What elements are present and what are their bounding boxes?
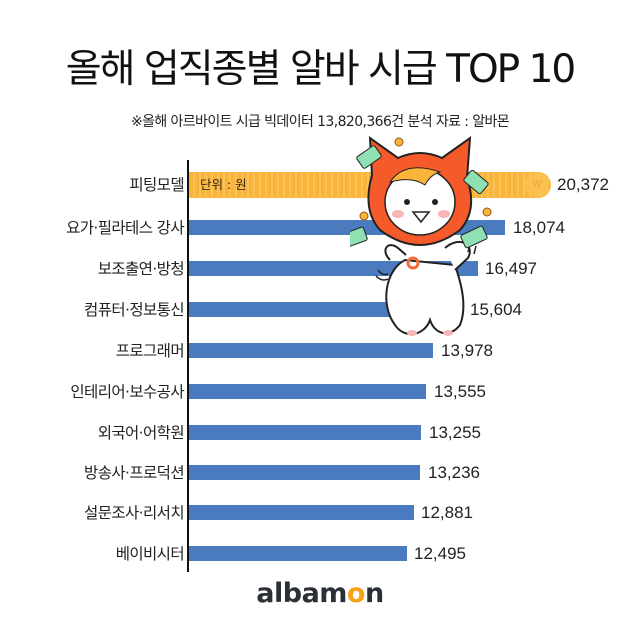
category-label: 피팅모델 xyxy=(129,176,184,194)
category-label: 베이비시터 xyxy=(115,545,185,563)
bar-row: 베이비시터 12,495 xyxy=(0,541,640,567)
category-label: 외국어·어학원 xyxy=(97,424,185,442)
bar-row: 인테리어·보수공사 13,555 xyxy=(0,379,640,405)
chart-subtitle: ※올해 아르바이트 시급 빅데이터 13,820,366건 분석 자료 : 알바… xyxy=(130,114,510,130)
value-label: 13,555 xyxy=(434,382,486,401)
category-label: 프로그래머 xyxy=(115,342,185,360)
bar-row: 방송사·프로덕션 13,236 xyxy=(0,460,640,486)
logo-text-prefix: albam xyxy=(256,578,347,609)
category-label: 인테리어·보수공사 xyxy=(70,383,184,401)
category-label: 보조출연·방청 xyxy=(97,260,185,278)
value-label: 13,978 xyxy=(441,341,493,360)
logo-text-suffix: n xyxy=(364,578,384,609)
bar-row: 설문조사·리서치 12,881 xyxy=(0,500,640,526)
bar xyxy=(189,384,426,399)
bar xyxy=(189,343,433,358)
chart-title: 올해 업직종별 알바 시급 TOP 10 xyxy=(65,47,576,92)
bar xyxy=(189,465,420,480)
bar xyxy=(189,546,407,561)
value-label: 16,497 xyxy=(485,259,537,278)
value-label: 12,881 xyxy=(421,503,473,522)
logo-o-mark: o xyxy=(346,578,366,609)
category-label: 요가·필라테스 강사 xyxy=(66,219,185,237)
bar xyxy=(189,220,505,235)
category-label: 컴퓨터·정보통신 xyxy=(84,301,185,319)
bar xyxy=(189,505,414,520)
bar-row: 프로그래머 13,978 xyxy=(0,338,640,364)
bar-row: 피팅모델 단위 : 원 W 20,372 xyxy=(0,172,640,198)
coin-icon: W xyxy=(525,173,549,197)
value-label: 13,236 xyxy=(428,463,480,482)
bar-row: 보조출연·방청 16,497 xyxy=(0,256,640,282)
bar-row: 외국어·어학원 13,255 xyxy=(0,420,640,446)
albamon-logo: albamon xyxy=(0,578,640,609)
category-label: 설문조사·리서치 xyxy=(84,504,185,522)
value-label: 18,074 xyxy=(513,218,565,237)
bar-row: 컴퓨터·정보통신 15,604 xyxy=(0,297,640,323)
category-label: 방송사·프로덕션 xyxy=(84,464,185,482)
value-label: 12,495 xyxy=(414,544,466,563)
y-axis-line xyxy=(187,160,189,572)
bar-row: 요가·필라테스 강사 18,074 xyxy=(0,215,640,241)
unit-label: 단위 : 원 xyxy=(200,177,247,192)
bar xyxy=(189,261,478,276)
bar xyxy=(189,425,421,440)
value-label: 13,255 xyxy=(429,423,481,442)
bar xyxy=(189,302,462,317)
value-label: 20,372 xyxy=(557,175,609,194)
value-label: 15,604 xyxy=(470,300,522,319)
